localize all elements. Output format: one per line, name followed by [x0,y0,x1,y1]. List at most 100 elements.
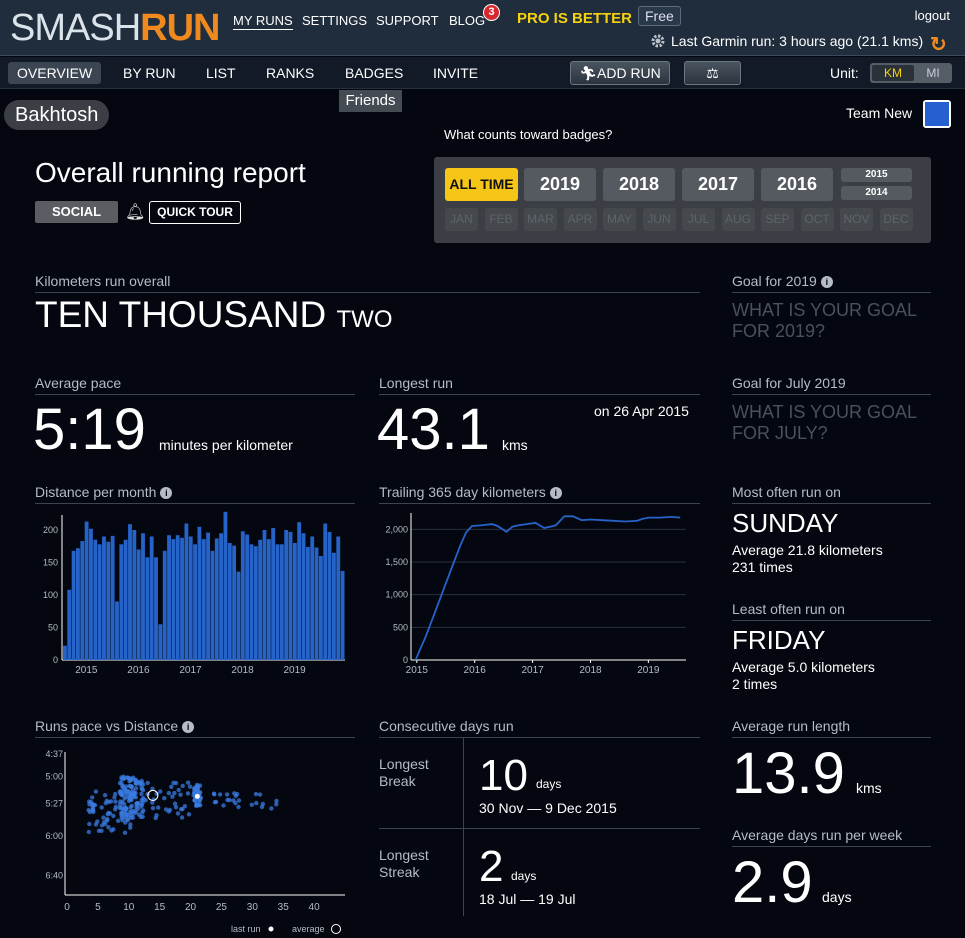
team-name[interactable]: Team New [846,105,913,121]
pro-upgrade-link[interactable]: PRO IS BETTER [517,10,633,27]
bar [123,539,128,660]
logout-link[interactable]: logout [914,8,950,23]
unit-label: Unit: [830,65,859,81]
nav-my-runs[interactable]: MY RUNS [233,13,293,30]
team-badge[interactable] [923,100,951,128]
bar [136,549,141,660]
add-run-button[interactable]: 🏃︎ADD RUN [570,61,670,85]
month-jun[interactable]: JUN [642,208,676,231]
month-sep[interactable]: SEP [761,208,794,231]
run-point [90,795,95,800]
page-title: Overall running report [35,157,306,188]
period-2019[interactable]: 2019 [524,168,596,201]
tab-list[interactable]: LIST [206,65,236,81]
period-2017[interactable]: 2017 [682,168,754,201]
nav-blog[interactable]: BLOG [449,13,486,28]
divider [732,292,931,293]
distance-per-month-chart[interactable]: 0 50 100 150 200 2015 2016 2017 2018 2019 [35,505,355,680]
avg-run-length-label: Average run length [732,718,851,734]
month-apr[interactable]: APR [563,208,597,231]
bar [266,539,271,660]
period-2015[interactable]: 2015 [841,168,912,182]
period-all-time[interactable]: ALL TIME [445,168,518,201]
run-point [150,806,156,811]
period-2018[interactable]: 2018 [603,168,675,201]
friends-tooltip[interactable]: Friends [339,90,402,112]
run-point [166,809,171,814]
info-icon[interactable]: i [549,487,562,499]
tab-by-run[interactable]: BY RUN [123,65,176,81]
unit-mi-option[interactable]: MI [926,66,940,80]
info-icon[interactable]: i [160,487,173,499]
bar [184,523,189,660]
pace-vs-distance-chart[interactable]: 4:37 5:00 5:27 6:00 6:40 0 5 10 15 20 25 30 35 40 last… [35,740,355,936]
run-point [145,780,150,786]
run-point [170,794,175,799]
gear-icon[interactable] [650,33,666,49]
unit-km-option[interactable]: KM [872,65,914,81]
bar [210,550,215,660]
month-oct[interactable]: OCT [800,208,834,231]
bar [119,544,124,660]
goal-month-q2: FOR JULY? [732,423,828,443]
period-2014[interactable]: 2014 [841,186,912,200]
x-tick-label: 40 [309,902,321,913]
tab-overview[interactable]: OVERVIEW [8,62,102,84]
avg-days-week-label: Average days run per week [732,827,903,843]
bar [71,550,76,660]
month-mar[interactable]: MAR [524,208,557,231]
unit-toggle[interactable]: KM MI [870,63,952,83]
bar [145,557,150,660]
run-point [101,815,106,820]
goal-month-label: Goal for July 2019 [732,375,846,391]
run-point [135,806,141,812]
user-name[interactable]: Bakhtosh [4,100,110,130]
bar [84,521,89,660]
y-tick-label: 0 [53,655,58,665]
month-aug[interactable]: AUG [721,208,755,231]
period-2016[interactable]: 2016 [761,168,833,201]
top-bar: SMASHRUN MY RUNS SETTINGS SUPPORT BLOG 3… [0,0,965,56]
trailing-365-chart[interactable]: 0 500 1,000 1,500 2,000 2015 2016 2017 2018 2019 [379,505,699,680]
run-point [119,777,124,782]
run-point [178,792,183,797]
run-point [236,804,241,810]
info-icon[interactable]: i [182,721,195,733]
run-point [180,783,185,789]
month-dec[interactable]: DEC [879,208,913,231]
run-point [127,783,132,789]
badges-help-link[interactable]: What counts toward badges? [444,127,613,142]
bar [97,544,102,660]
run-point [120,818,125,823]
smashrun-logo[interactable]: SMASHRUN [10,7,220,49]
quick-tour-button[interactable]: QUICK TOUR [149,201,241,224]
bar [106,541,111,660]
compare-button[interactable]: ⚖︎ [684,61,741,85]
divider [732,737,931,738]
bell-icon[interactable]: 🔔︎ [125,204,146,221]
x-tick-label: 10 [123,902,135,913]
run-point [260,801,266,807]
longest-break-label: Longest Break [379,756,429,790]
run-point [99,805,104,810]
month-may[interactable]: MAY [603,208,636,231]
nav-settings[interactable]: SETTINGS [302,13,368,28]
goal-year-input[interactable]: WHAT IS YOUR GOAL FOR 2019? [732,300,917,342]
month-jul[interactable]: JUL [682,208,715,231]
tab-invite[interactable]: INVITE [433,65,479,81]
month-nov[interactable]: NOV [840,208,873,231]
tab-ranks[interactable]: RANKS [266,65,315,81]
divider [732,846,931,847]
most-often-times: 231 times [732,559,793,575]
month-feb[interactable]: FEB [484,208,518,231]
social-button[interactable]: SOCIAL [35,201,118,223]
month-jan[interactable]: JAN [445,208,478,231]
info-icon[interactable]: i [820,276,833,288]
km-overall-value: TEN THOUSAND TWO [35,294,393,336]
tab-badges[interactable]: BADGES [345,65,404,81]
plan-badge: Free [638,6,681,26]
sync-icon[interactable]: ↻ [930,34,947,56]
goal-month-input[interactable]: WHAT IS YOUR GOAL FOR JULY? [732,402,917,444]
nav-support[interactable]: SUPPORT [376,13,439,28]
run-point [156,805,161,810]
